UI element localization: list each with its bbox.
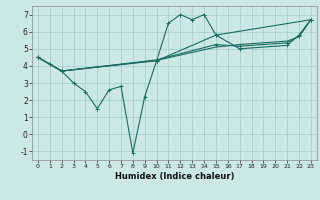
X-axis label: Humidex (Indice chaleur): Humidex (Indice chaleur) xyxy=(115,172,234,181)
